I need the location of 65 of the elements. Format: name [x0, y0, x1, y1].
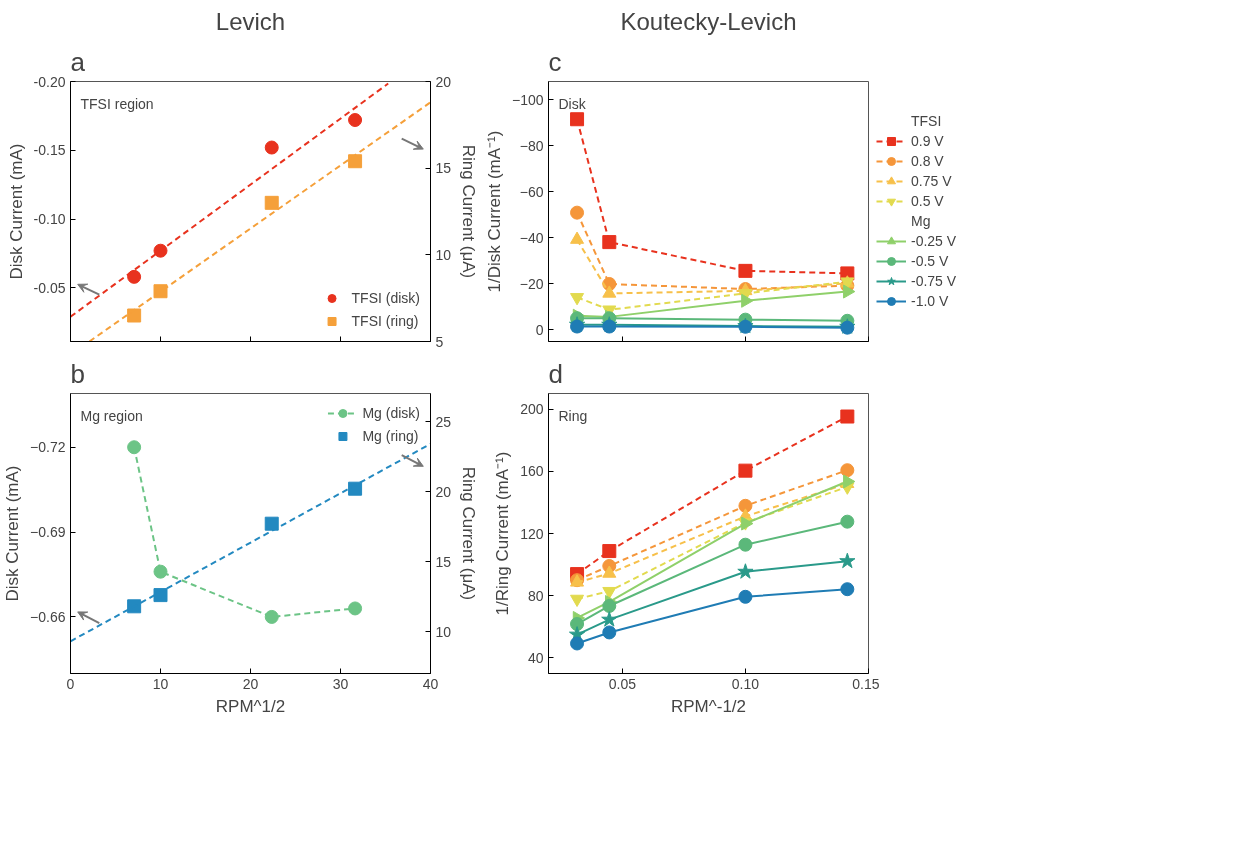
- text: a: [70, 46, 86, 77]
- annotation: Disk: [558, 95, 587, 112]
- legend-label: -0.25 V: [911, 233, 957, 249]
- x-tick-label: 0.05: [608, 675, 637, 692]
- y2-axis-title: Ring Current (μA): [459, 466, 479, 601]
- legend-label: 0.75 V: [911, 173, 952, 189]
- legend-label: -1.0 V: [911, 293, 949, 309]
- legend-label: -0.5 V: [911, 253, 949, 269]
- y2-tick-label: 15: [435, 160, 452, 177]
- y-tick-label: -0.05: [33, 279, 66, 296]
- y2-axis-title: Ring Current (μA): [459, 144, 479, 279]
- y2-tick-label: 25: [435, 413, 452, 430]
- y-tick-label: -0.10: [33, 211, 66, 228]
- y2-tick-label: 10: [435, 623, 452, 640]
- y-tick-label: −40: [519, 229, 544, 246]
- text: c: [548, 46, 562, 77]
- x-tick-label: 20: [242, 675, 259, 692]
- chart-title: Levich: [215, 7, 286, 35]
- x-tick-label: 30: [332, 675, 349, 692]
- y-tick-label: −100: [511, 91, 544, 108]
- y2-tick-label: 20: [435, 483, 452, 500]
- y-tick-label: −0.72: [30, 439, 66, 456]
- y-axis-title: 1/Ring Current (mA⁻¹): [493, 451, 513, 616]
- x-tick-label: 10: [152, 675, 169, 692]
- y-tick-label: −20: [519, 275, 544, 292]
- legend-label: -0.75 V: [911, 273, 957, 289]
- y-axis-title: Disk Current (mA): [3, 465, 23, 602]
- y-tick-label: -0.15: [33, 142, 66, 159]
- x-axis-title: RPM^1/2: [215, 696, 286, 716]
- y-tick-label: 200: [520, 401, 544, 418]
- y2-tick-label: 5: [435, 333, 444, 350]
- y-tick-label: -0.20: [33, 73, 66, 90]
- y-tick-label: 120: [520, 525, 544, 542]
- legend-label: Mg (ring): [362, 428, 419, 444]
- y-tick-label: −0.66: [30, 608, 66, 625]
- chart-title: Koutecky-Levich: [620, 7, 797, 35]
- y-tick-label: −80: [519, 137, 544, 154]
- y-tick-label: −0.69: [30, 524, 66, 541]
- x-tick-label: 0.10: [731, 675, 760, 692]
- legend-label: TFSI (disk): [351, 290, 420, 306]
- annotation: TFSI region: [80, 95, 154, 112]
- text: TFSI: [911, 113, 942, 129]
- y-tick-label: 80: [527, 587, 544, 604]
- x-tick-label: 40: [422, 675, 439, 692]
- x-axis-title: RPM^-1/2: [670, 696, 747, 716]
- legend-label: 0.8 V: [911, 153, 944, 169]
- text: Mg: [911, 213, 931, 229]
- legend-label: TFSI (ring): [351, 313, 419, 329]
- x-tick-label: 0.15: [852, 675, 880, 692]
- y-tick-label: −60: [519, 183, 544, 200]
- y2-tick-label: 15: [435, 553, 452, 570]
- annotation: Ring: [558, 407, 588, 424]
- y2-tick-label: 10: [435, 246, 452, 263]
- y2-tick-label: 20: [435, 73, 452, 90]
- annotation: Mg region: [80, 407, 143, 424]
- legend-label: Mg (disk): [362, 405, 420, 421]
- legend-label: 0.9 V: [911, 133, 944, 149]
- y-axis-title: Disk Current (mA): [6, 143, 26, 280]
- y-axis-title: 1/Disk Current (mA⁻¹): [484, 130, 504, 293]
- text: b: [70, 358, 85, 389]
- y-tick-label: 0: [535, 322, 544, 338]
- text: d: [548, 358, 563, 389]
- y-tick-label: 40: [527, 649, 544, 666]
- y-tick-label: 160: [520, 463, 544, 480]
- legend-label: 0.5 V: [911, 193, 944, 209]
